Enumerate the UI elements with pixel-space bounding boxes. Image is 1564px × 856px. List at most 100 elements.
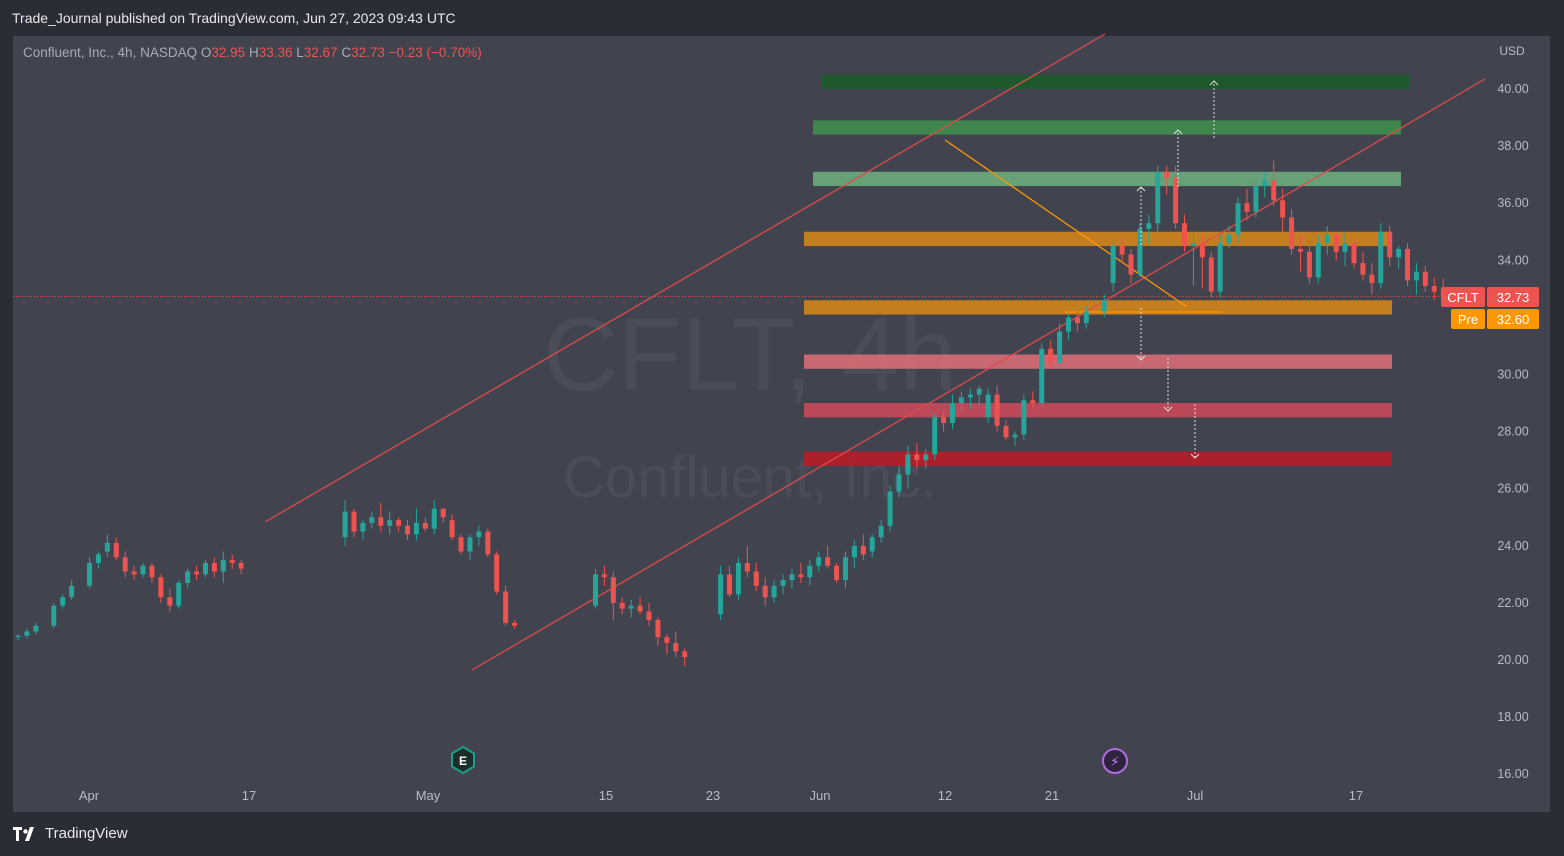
candle xyxy=(1289,208,1295,255)
candle xyxy=(431,500,437,535)
candle xyxy=(950,394,956,429)
last-price-badge: CFLT 32.73 xyxy=(1441,287,1539,307)
candle xyxy=(1431,277,1437,301)
candle xyxy=(673,631,679,658)
candle xyxy=(202,560,208,578)
candle xyxy=(887,485,893,532)
earnings-label: E xyxy=(459,754,467,768)
candle xyxy=(1199,234,1205,289)
currency-label: USD xyxy=(1499,44,1525,58)
candle xyxy=(592,568,598,609)
candle xyxy=(360,520,366,541)
candle xyxy=(1119,237,1125,264)
candle xyxy=(140,562,146,578)
candle xyxy=(780,574,786,595)
projection-arrow-up xyxy=(1209,80,1219,138)
publish-bar: Trade_Journal published on TradingView.c… xyxy=(0,0,1564,36)
candle xyxy=(185,568,191,589)
upper-channel-line xyxy=(264,33,1106,523)
candle xyxy=(753,562,759,592)
candle xyxy=(1074,308,1080,332)
candle xyxy=(851,540,857,569)
candle xyxy=(512,620,518,629)
x-tick-label: May xyxy=(416,788,441,803)
candle xyxy=(396,517,402,532)
y-tick-label: 30.00 xyxy=(1497,368,1528,382)
candle xyxy=(1244,188,1250,221)
split-event-marker[interactable]: ⚡ xyxy=(1102,748,1128,774)
zone-support_dark xyxy=(804,451,1392,466)
y-tick-label: 38.00 xyxy=(1497,139,1528,153)
candle xyxy=(842,551,848,589)
candle xyxy=(440,508,446,523)
candle xyxy=(476,525,482,546)
candle xyxy=(1333,231,1339,261)
chart-panel[interactable] xyxy=(13,36,1550,812)
candle xyxy=(834,562,840,583)
candle xyxy=(149,562,155,583)
earnings-event-marker[interactable]: E xyxy=(451,745,475,775)
candle xyxy=(619,597,625,615)
candle xyxy=(941,411,947,432)
candle xyxy=(1057,323,1063,369)
candle xyxy=(1360,251,1366,281)
candle xyxy=(1387,226,1393,267)
candle xyxy=(449,514,455,541)
x-tick-label: 21 xyxy=(1045,788,1059,803)
candle xyxy=(1190,231,1196,286)
candle xyxy=(682,648,688,666)
symbol-description[interactable]: Confluent, Inc., 4h, NASDAQ xyxy=(23,45,198,60)
close-value: 32.73 xyxy=(351,45,385,60)
candle xyxy=(628,600,634,618)
candle xyxy=(1262,171,1268,198)
candle xyxy=(413,508,419,541)
y-tick-label: 16.00 xyxy=(1497,767,1528,781)
candle xyxy=(789,568,795,589)
lower-channel-line xyxy=(471,78,1486,671)
candle xyxy=(735,557,741,601)
x-tick-label: 15 xyxy=(599,788,613,803)
candle xyxy=(1137,223,1143,278)
candle xyxy=(1217,234,1223,298)
y-tick-label: 20.00 xyxy=(1497,653,1528,667)
candle xyxy=(967,388,973,409)
candle xyxy=(878,520,884,543)
candle xyxy=(807,560,813,586)
descending-trendline xyxy=(944,139,1188,308)
publisher-info: Trade_Journal published on TradingView.c… xyxy=(12,10,456,26)
zone-pivot xyxy=(804,231,1392,247)
candle xyxy=(69,580,75,601)
open-value: 32.95 xyxy=(211,45,246,60)
candle xyxy=(985,388,991,424)
change-value: −0.23 (−0.70%) xyxy=(388,45,482,60)
candle xyxy=(1065,314,1071,341)
candle xyxy=(1146,214,1152,244)
candle xyxy=(798,562,804,583)
candle xyxy=(1164,166,1170,195)
zone-support_light xyxy=(804,354,1392,369)
candle xyxy=(994,385,1000,432)
candle xyxy=(485,528,491,558)
candle xyxy=(422,517,428,532)
candle xyxy=(1324,226,1330,255)
candle xyxy=(167,588,173,612)
low-value: 32.67 xyxy=(303,45,338,60)
zone-resistance_light xyxy=(813,171,1401,187)
zone-resistance_mid xyxy=(813,120,1401,135)
candle xyxy=(923,448,929,469)
candle xyxy=(1226,226,1232,249)
high-label: H xyxy=(248,45,259,60)
candle xyxy=(1003,420,1009,441)
zone-pivot xyxy=(804,300,1392,315)
candle xyxy=(825,545,831,569)
candle xyxy=(1280,188,1286,232)
tradingview-brand[interactable]: TradingView xyxy=(13,825,128,842)
candle xyxy=(1253,180,1259,218)
candle xyxy=(1039,343,1045,406)
zone-resistance_dark xyxy=(822,74,1410,89)
y-tick-label: 22.00 xyxy=(1497,596,1528,610)
candle xyxy=(220,551,226,583)
candle xyxy=(601,565,607,586)
ohlc-legend: Confluent, Inc., 4h, NASDAQ O32.95 H33.3… xyxy=(23,45,482,60)
